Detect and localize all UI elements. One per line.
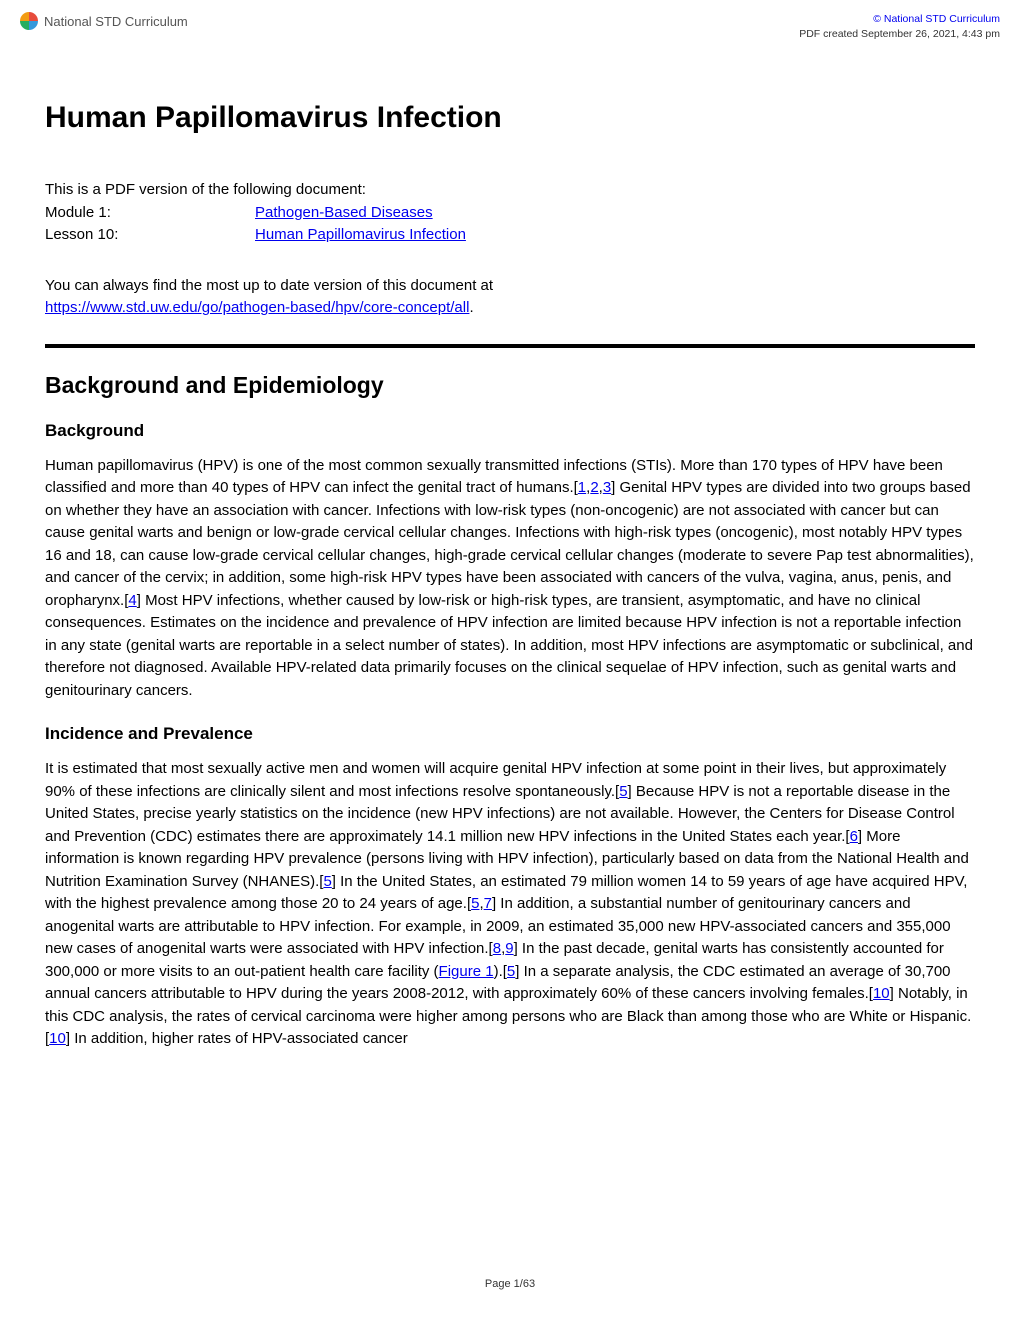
- ref-6[interactable]: 6: [850, 828, 858, 845]
- module-link[interactable]: Pathogen-Based Diseases: [255, 202, 433, 225]
- logo-text: National STD Curriculum: [44, 14, 188, 29]
- lesson-row: Lesson 10: Human Papillomavirus Infectio…: [45, 224, 975, 247]
- ref-9[interactable]: 9: [505, 940, 513, 957]
- background-paragraph: Human papillomavirus (HPV) is one of the…: [45, 455, 975, 703]
- page-header: National STD Curriculum © National STD C…: [0, 0, 1020, 41]
- page-title: Human Papillomavirus Infection: [45, 101, 975, 135]
- ref-8[interactable]: 8: [493, 940, 501, 957]
- subsection-incidence: Incidence and Prevalence: [45, 724, 975, 744]
- update-text: You can always find the most up to date …: [45, 277, 493, 294]
- logo: National STD Curriculum: [20, 12, 188, 30]
- canonical-url[interactable]: https://www.std.uw.edu/go/pathogen-based…: [45, 299, 469, 316]
- update-note: You can always find the most up to date …: [45, 275, 975, 320]
- logo-icon: [20, 12, 38, 30]
- ref-5[interactable]: 5: [507, 963, 515, 980]
- ref-5[interactable]: 5: [323, 873, 331, 890]
- header-meta: © National STD Curriculum PDF created Se…: [799, 12, 1000, 41]
- ref-3[interactable]: 3: [603, 479, 611, 496]
- ref-7[interactable]: 7: [484, 895, 492, 912]
- section-divider: [45, 344, 975, 348]
- ref-2[interactable]: 2: [590, 479, 598, 496]
- copyright-link[interactable]: © National STD Curriculum: [799, 12, 1000, 27]
- incidence-paragraph: It is estimated that most sexually activ…: [45, 758, 975, 1051]
- lesson-link[interactable]: Human Papillomavirus Infection: [255, 224, 466, 247]
- ref-1[interactable]: 1: [578, 479, 586, 496]
- lesson-label: Lesson 10:: [45, 224, 255, 247]
- section-heading: Background and Epidemiology: [45, 372, 975, 399]
- doc-intro: This is a PDF version of the following d…: [45, 179, 975, 202]
- page-footer: Page 1/63: [0, 1278, 1020, 1290]
- ref-10[interactable]: 10: [873, 985, 890, 1002]
- module-row: Module 1: Pathogen-Based Diseases: [45, 202, 975, 225]
- figure-1-link[interactable]: Figure 1: [439, 963, 494, 980]
- pdf-created-date: PDF created September 26, 2021, 4:43 pm: [799, 27, 1000, 42]
- update-period: .: [469, 299, 473, 316]
- ref-10[interactable]: 10: [49, 1030, 66, 1047]
- document-metadata: This is a PDF version of the following d…: [45, 179, 975, 247]
- ref-5[interactable]: 5: [619, 783, 627, 800]
- ref-4[interactable]: 4: [128, 592, 136, 609]
- subsection-background: Background: [45, 421, 975, 441]
- module-label: Module 1:: [45, 202, 255, 225]
- content: Human Papillomavirus Infection This is a…: [0, 41, 1020, 1051]
